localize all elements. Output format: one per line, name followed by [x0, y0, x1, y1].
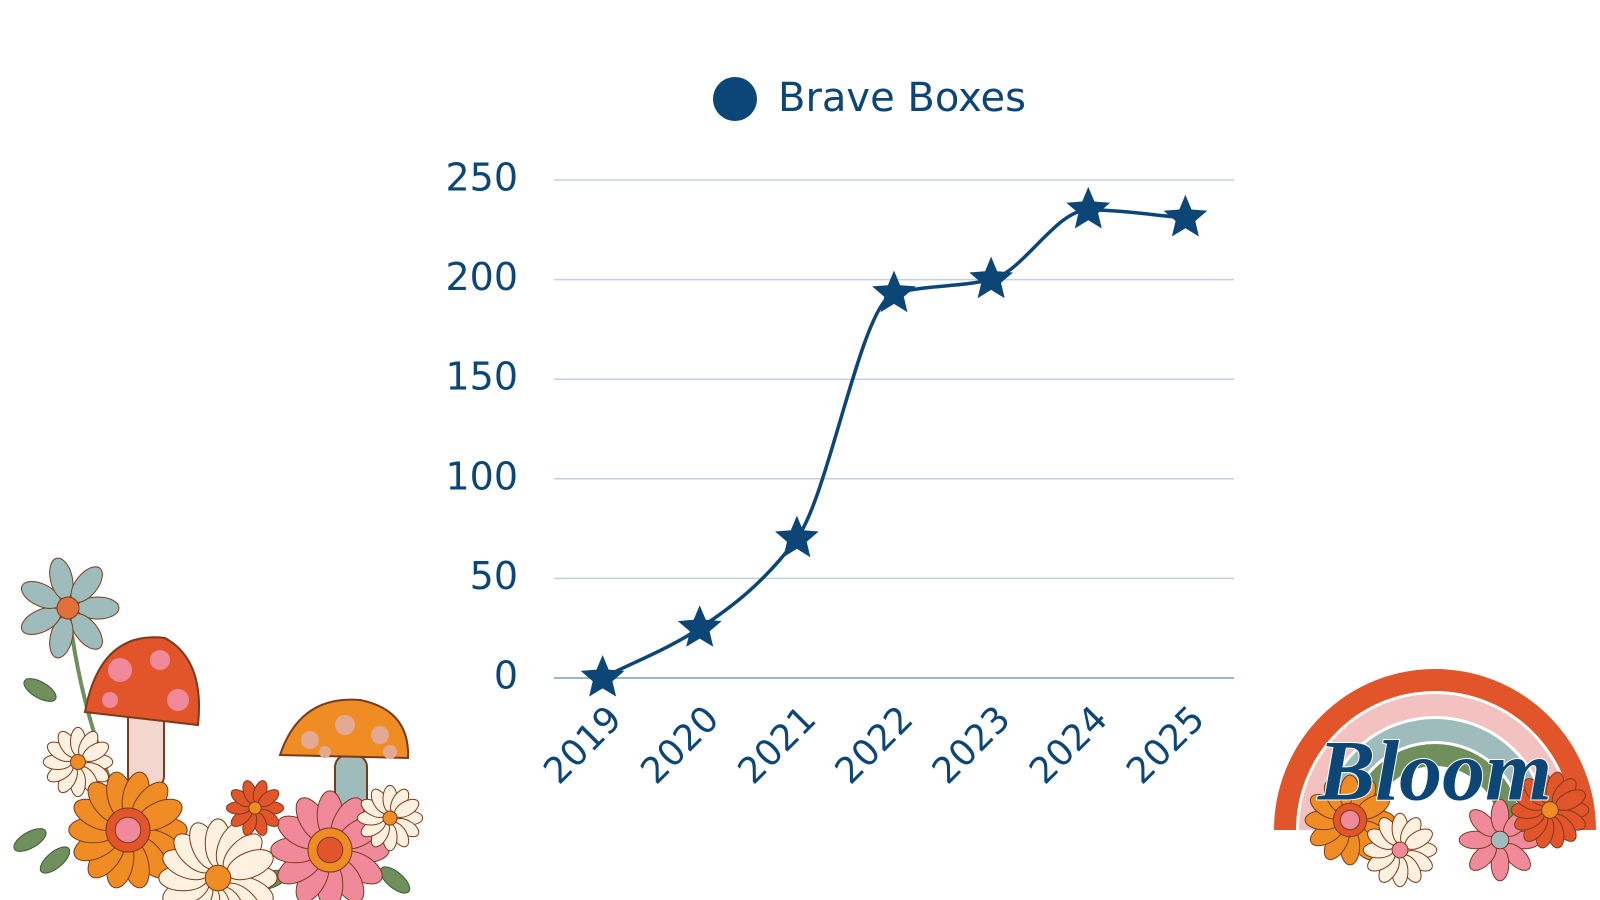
data-marker [580, 655, 625, 697]
mushroom-spot [371, 726, 389, 744]
leaf [13, 828, 47, 852]
mushroom-spot [108, 658, 132, 682]
y-tick-label: 50 [470, 554, 518, 598]
flower-center [1490, 830, 1510, 850]
mushroom-spot [383, 745, 397, 759]
leaf [23, 678, 57, 702]
flower-center [1339, 809, 1361, 831]
y-tick-label: 250 [445, 156, 518, 200]
leaf [39, 846, 71, 874]
mushroom-spot [102, 692, 118, 708]
data-marker [872, 270, 916, 313]
mushroom-spot [150, 650, 170, 670]
legend-swatch [713, 77, 757, 121]
leaf [379, 866, 411, 894]
y-tick-label: 150 [445, 355, 518, 399]
data-marker [1163, 194, 1208, 237]
mushroom-spot [319, 746, 331, 758]
mushroom-spot [167, 689, 189, 711]
rainbow-arc [1274, 669, 1596, 831]
mushroom-spot [335, 715, 355, 735]
flower-center [1391, 841, 1409, 859]
flower-center [56, 596, 80, 620]
y-tick-label: 100 [445, 454, 518, 498]
mushroom-spot [301, 731, 319, 749]
flower-center [316, 836, 344, 864]
flower-center [1541, 801, 1559, 819]
data-marker [775, 515, 819, 558]
flower-center [248, 801, 262, 815]
data-marker [969, 256, 1013, 299]
logo-text: Bloom [1317, 723, 1552, 819]
data-marker [677, 605, 722, 647]
flower-center [70, 754, 86, 770]
flower-center [382, 810, 398, 826]
data-marker [1066, 186, 1111, 229]
y-tick-label: 0 [494, 654, 518, 698]
y-tick-label: 200 [445, 255, 518, 299]
flower-center [114, 816, 142, 844]
flower-center [204, 864, 232, 892]
legend-label: Brave Boxes [778, 75, 1026, 121]
